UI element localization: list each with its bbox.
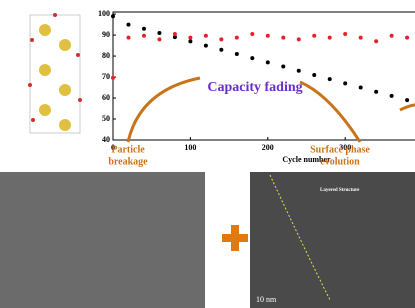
- tem-inset-label: Layered Structure: [320, 188, 360, 193]
- data-point: [374, 90, 378, 94]
- x-tick-label: 100: [184, 143, 196, 152]
- y-tick-label: 70: [102, 72, 110, 81]
- data-point: [126, 23, 130, 27]
- data-point: [173, 32, 177, 36]
- data-point: [188, 39, 192, 43]
- data-point: [142, 27, 146, 31]
- data-point: [266, 60, 270, 64]
- plus: [222, 225, 248, 251]
- annotation: Surface phase: [310, 144, 370, 155]
- y-tick-label: 90: [102, 30, 110, 39]
- arrow: [400, 105, 415, 122]
- data-point: [297, 69, 301, 73]
- data-point: [157, 31, 161, 35]
- data-point: [312, 73, 316, 77]
- data-point: [111, 14, 115, 18]
- annotation: breakage: [108, 156, 148, 167]
- y-tick-label: 100: [98, 9, 110, 18]
- data-point: [204, 34, 208, 38]
- data-point: [343, 81, 347, 85]
- data-point: [235, 36, 239, 40]
- data-point: [328, 77, 332, 81]
- data-point: [281, 65, 285, 69]
- page: Layered Structure 10 nm 0100200300400500…: [0, 0, 415, 308]
- data-point: [219, 48, 223, 52]
- data-point: [390, 94, 394, 98]
- x-tick-label: 200: [262, 143, 274, 152]
- annotation: Capacity fading: [207, 80, 302, 95]
- y-tick-label: 80: [102, 51, 110, 60]
- data-point: [405, 36, 409, 40]
- y-tick-label: 40: [102, 135, 110, 144]
- y-tick-label: 60: [102, 93, 110, 102]
- data-point: [157, 37, 161, 41]
- data-point: [250, 56, 254, 60]
- data-point: [142, 34, 146, 38]
- data-point: [188, 36, 192, 40]
- crystal-structure: [28, 13, 82, 133]
- plot-frame: [113, 12, 415, 140]
- data-point: [235, 52, 239, 56]
- data-point: [374, 39, 378, 43]
- scale-label: 10 nm: [256, 295, 277, 304]
- data-point: [250, 32, 254, 36]
- annotation: Particle: [111, 144, 145, 155]
- sem-image: [0, 172, 205, 308]
- data-point: [328, 36, 332, 40]
- data-point: [312, 34, 316, 38]
- data-point: [219, 37, 223, 41]
- y-tick-label: 50: [102, 114, 110, 123]
- data-point: [266, 34, 270, 38]
- data-point: [281, 36, 285, 40]
- data-point: [390, 34, 394, 38]
- data-point: [126, 36, 130, 40]
- data-point: [343, 32, 347, 36]
- data-point: [204, 44, 208, 48]
- data-point: [297, 37, 301, 41]
- figure: Layered Structure 10 nm 0100200300400500…: [0, 0, 415, 308]
- arrow: [128, 78, 200, 142]
- data-point: [405, 98, 409, 102]
- data-point: [111, 76, 115, 80]
- data-point: [359, 36, 363, 40]
- data-point: [359, 86, 363, 90]
- annotation: evolution: [320, 156, 360, 167]
- arrow: [300, 82, 360, 142]
